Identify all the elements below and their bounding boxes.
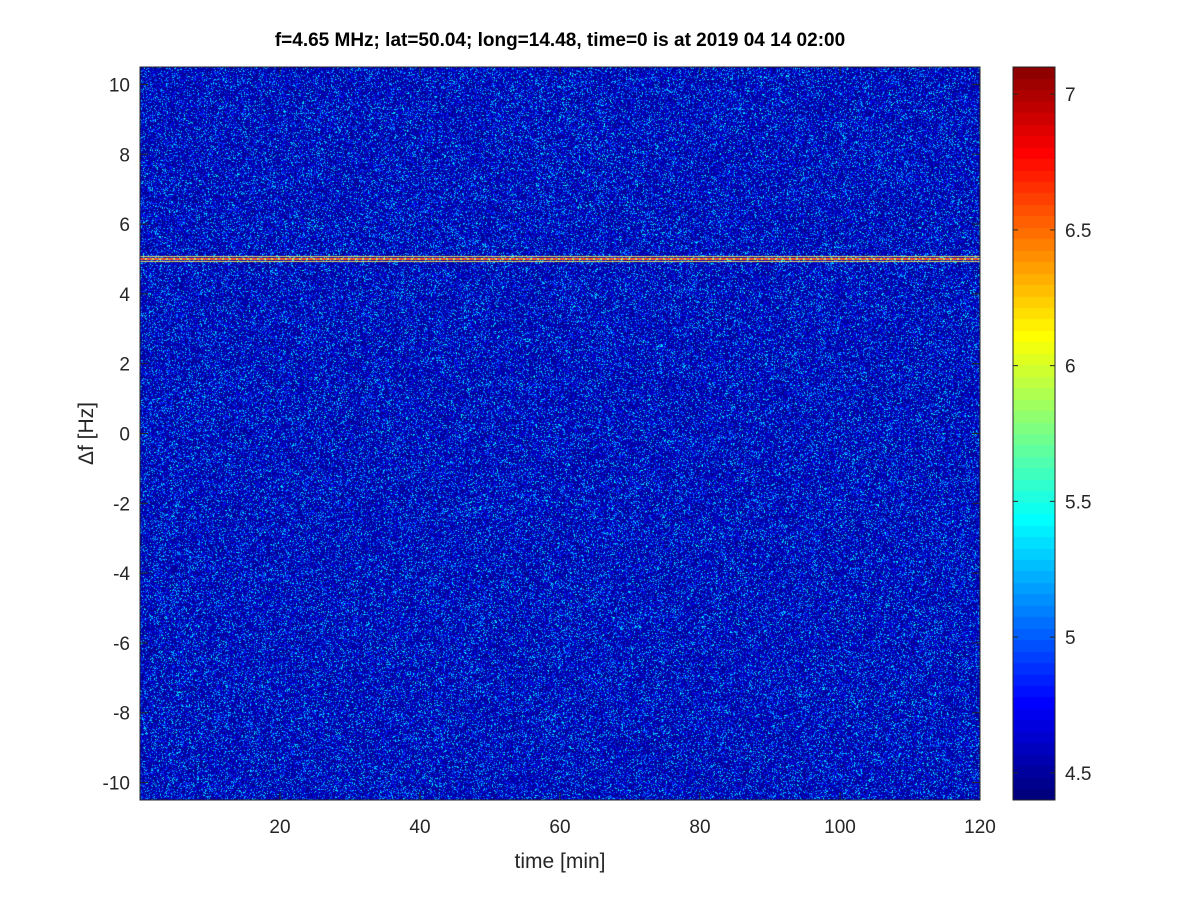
colorbar-tick-label: 4.5 [1065,764,1091,785]
colorbar-tick-label: 5 [1065,628,1076,649]
colorbar-tick-label: 5.5 [1065,492,1091,513]
x-tick-label: 80 [689,817,710,838]
y-tick-label: 10 [109,75,130,96]
colorbar-tick-label: 7 [1065,85,1076,106]
x-tick-label: 100 [824,817,856,838]
x-tick-label: 40 [409,817,430,838]
y-tick-label: 6 [119,215,130,236]
colorbar-frame [1012,66,1056,801]
colorbar-tick-label: 6.5 [1065,221,1091,242]
y-tick-label: 4 [119,285,130,306]
x-axis-label: time [min] [514,850,605,873]
colorbar-tick-label: 6 [1065,357,1076,378]
y-tick-label: -4 [113,564,130,585]
y-tick-label: -2 [113,494,130,515]
y-tick-label: -8 [113,704,130,725]
y-axis-label: Δf [Hz] [75,402,98,465]
y-tick-label: 2 [119,355,130,376]
y-tick-label: 0 [119,425,130,446]
colorbar [1013,67,1055,800]
spectrogram-heatmap [140,67,980,800]
x-tick-label: 120 [964,817,996,838]
chart-title: f=4.65 MHz; lat=50.04; long=14.48, time=… [274,30,846,51]
y-tick-label: -10 [103,774,130,795]
x-tick-label: 20 [269,817,290,838]
y-tick-label: -6 [113,634,130,655]
y-tick-label: 8 [119,145,130,166]
plot-frame [139,66,981,801]
x-tick-label: 60 [549,817,570,838]
